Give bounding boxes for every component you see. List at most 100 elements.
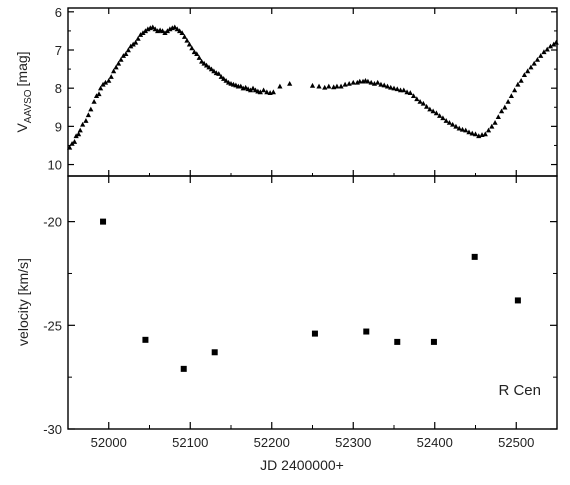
magnitude-point <box>257 89 263 95</box>
magnitude-point <box>541 49 547 55</box>
magnitude-point <box>525 68 531 74</box>
magnitude-point <box>492 119 498 125</box>
velocity-point <box>514 297 521 304</box>
magnitude-point <box>531 60 537 66</box>
magnitude-point <box>191 49 197 55</box>
magnitude-point <box>261 87 267 93</box>
velocity-point <box>471 253 478 260</box>
magnitude-point <box>137 32 144 37</box>
magnitude-point <box>512 87 518 93</box>
magnitude-point <box>326 83 332 89</box>
magnitude-point <box>469 130 475 136</box>
magnitude-point <box>67 144 73 150</box>
magnitude-point <box>453 123 459 129</box>
magnitude-point <box>440 115 446 121</box>
magnitude-point <box>375 79 381 85</box>
magnitude-point <box>518 77 524 83</box>
magnitude-point <box>162 30 168 36</box>
magnitude-point <box>277 83 283 89</box>
magnitude-point <box>417 98 423 104</box>
magnitude-point <box>407 90 413 95</box>
magnitude-point <box>83 118 89 123</box>
magnitude-point <box>482 131 488 137</box>
magnitude-point <box>71 139 78 144</box>
magnitude-point <box>77 127 83 133</box>
magnitude-point <box>108 74 114 79</box>
magnitude-point <box>334 83 340 89</box>
magnitude-point <box>378 81 384 87</box>
magnitude-point <box>538 53 544 58</box>
magnitude-point <box>316 83 322 89</box>
star-annotation: R Cen <box>498 382 541 399</box>
magnitude-point <box>534 56 541 62</box>
magnitude-point <box>472 131 479 137</box>
magnitude-point <box>115 60 122 66</box>
magnitude-point <box>365 78 371 84</box>
bottom-panel: -20 -25 -30 52000 52100 52200 52300 52400 52500… <box>15 175 558 473</box>
bottom-y-tick-label: -20 <box>43 215 62 230</box>
magnitude-point <box>223 77 229 83</box>
magnitude-point <box>181 34 188 39</box>
top-x-ticks <box>67 8 558 176</box>
magnitude-point <box>73 133 79 139</box>
magnitude-point <box>420 100 426 106</box>
velocity-point <box>211 349 218 356</box>
velocity-point <box>142 336 149 343</box>
magnitude-point <box>528 64 534 70</box>
velocity-point <box>430 338 437 345</box>
bottom-y-tick-label: -25 <box>43 318 62 333</box>
magnitude-point <box>130 41 136 47</box>
magnitude-point <box>102 79 109 85</box>
magnitude-point <box>459 126 466 132</box>
magnitude-point <box>211 68 217 74</box>
velocity-point <box>180 365 187 372</box>
top-panel: 6 7 8 9 10 VAAVSO [mag] <box>14 5 559 177</box>
magnitude-point <box>88 106 94 112</box>
top-y-tick-label: 7 <box>55 43 62 58</box>
magnitude-point <box>553 39 559 45</box>
magnitude-point <box>184 37 190 43</box>
magnitude-point <box>174 26 180 32</box>
magnitude-point <box>346 81 352 86</box>
magnitude-point <box>243 84 249 90</box>
magnitude-point <box>125 47 131 53</box>
top-y-axis-title-main: V <box>14 123 30 133</box>
top-y-tick-label: 10 <box>48 158 62 173</box>
magnitude-point <box>489 123 495 129</box>
magnitude-point <box>150 24 156 30</box>
magnitude-point <box>495 114 501 120</box>
magnitude-point <box>75 131 82 137</box>
magnitude-point <box>433 110 439 116</box>
magnitude-point <box>238 83 244 89</box>
magnitude-point <box>118 56 124 62</box>
bottom-x-ticks: 52000 52100 52200 52300 52400 52500 <box>67 176 558 450</box>
magnitude-point <box>196 55 202 60</box>
magnitude-point <box>547 43 554 49</box>
magnitude-point <box>123 51 129 57</box>
magnitude-point <box>194 51 200 57</box>
magnitude-point <box>384 83 391 89</box>
magnitude-point <box>551 41 557 47</box>
magnitude-point <box>135 35 141 41</box>
x-axis-title: JD 2400000+ <box>260 457 344 473</box>
x-tick-label: 52500 <box>498 435 534 450</box>
x-tick-label: 52300 <box>335 435 371 450</box>
magnitude-point <box>502 104 508 110</box>
magnitude-point <box>218 74 224 79</box>
magnitude-point <box>456 125 462 131</box>
magnitude-point <box>350 79 356 85</box>
velocity-point <box>311 330 318 337</box>
top-y-axis-title-sub: AAVSO <box>23 89 34 123</box>
magnitude-point <box>391 85 397 91</box>
magnitude-point <box>388 84 394 90</box>
magnitude-point <box>208 66 215 72</box>
magnitude-point <box>152 26 158 32</box>
magnitude-point <box>201 60 207 66</box>
top-y-tick-label: 9 <box>55 119 62 134</box>
magnitude-point <box>437 113 443 118</box>
magnitude-point <box>394 86 400 92</box>
magnitude-point <box>159 28 166 34</box>
magnitude-point <box>410 93 417 99</box>
magnitude-point <box>250 85 256 91</box>
